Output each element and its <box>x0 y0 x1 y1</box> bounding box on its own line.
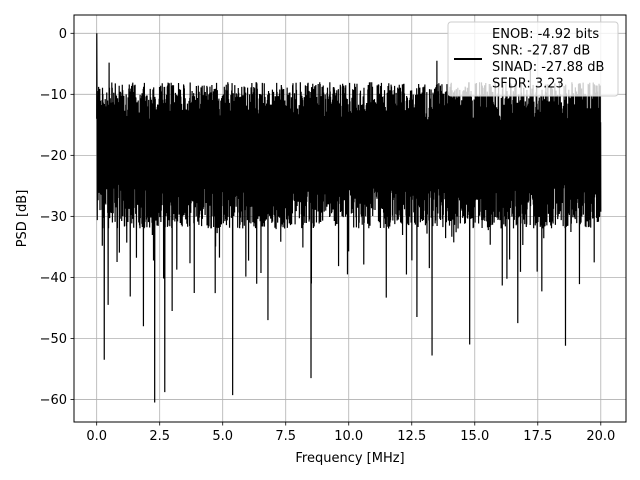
x-axis-ticks: 0.0 2.5 5.0 7.5 10.0 12.5 15.0 17.5 20.0 <box>86 422 615 444</box>
x-tick-label: 0.0 <box>86 429 107 444</box>
y-tick-label: 0 <box>59 27 67 42</box>
legend-entry: ENOB: -4.92 bits SNR: -27.87 dB SINAD: -27… <box>492 27 604 92</box>
x-tick-label: 5.0 <box>212 429 233 444</box>
legend-entry-line: SNR: -27.87 dB <box>492 44 590 59</box>
y-tick-label: −40 <box>40 271 67 286</box>
y-axis-ticks: 0 −10 −20 −30 −40 −50 −60 <box>40 27 74 408</box>
legend-entry-line: SINAD: -27.88 dB <box>492 60 604 75</box>
legend-entry-line: SFDR: 3.23 <box>492 77 564 92</box>
y-tick-label: −20 <box>40 149 67 164</box>
x-tick-label: 10.0 <box>334 429 363 444</box>
y-tick-label: −10 <box>40 88 67 103</box>
x-tick-label: 20.0 <box>586 429 615 444</box>
plot-area-frame <box>73 14 627 423</box>
x-tick-label: 7.5 <box>275 429 296 444</box>
y-axis-label: PSD [dB] <box>15 190 30 248</box>
legend-frame <box>447 21 619 97</box>
x-tick-label: 2.5 <box>149 429 170 444</box>
x-axis-label: Frequency [MHz] <box>295 451 404 466</box>
x-tick-label: 15.0 <box>460 429 489 444</box>
x-tick-label: 12.5 <box>397 429 426 444</box>
series-layer <box>96 33 602 403</box>
psd-series-line <box>96 33 602 403</box>
legend: ENOB: -4.92 bits SNR: -27.87 dB SINAD: -27… <box>447 21 619 97</box>
y-tick-label: −30 <box>40 210 67 225</box>
y-tick-label: −50 <box>40 332 67 347</box>
legend-entry-line: ENOB: -4.92 bits <box>492 27 599 42</box>
x-tick-label: 17.5 <box>523 429 552 444</box>
y-tick-label: −60 <box>40 393 67 408</box>
